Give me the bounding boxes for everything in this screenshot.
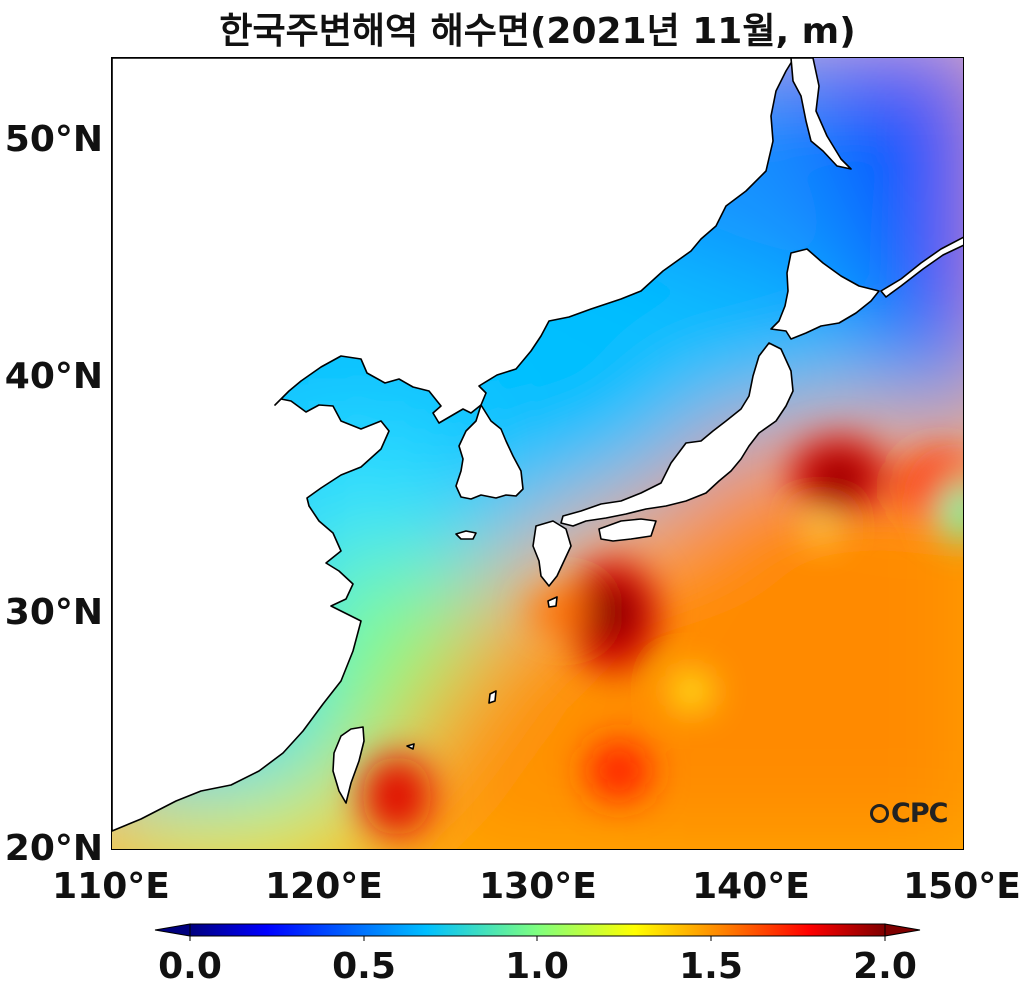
colorbar-tick-4: 2.0 — [853, 946, 917, 987]
shikoku — [598, 518, 657, 542]
map-panel — [111, 57, 964, 850]
sakhalin — [790, 58, 852, 170]
colorbar-tick-0: 0.0 — [158, 946, 222, 987]
lat-tick-50: 50°N — [4, 119, 103, 160]
hokkaido — [770, 248, 880, 340]
colorbar-ticks — [189, 936, 886, 941]
chart-title: 한국주변해역 해수면(2021년 11월, m) — [219, 11, 856, 52]
colorbar-tick-1: 0.5 — [332, 946, 396, 987]
lat-tick-30: 30°N — [4, 592, 103, 633]
taiwan — [332, 726, 365, 804]
lon-tick-150: 150°E — [903, 866, 1021, 907]
colorbar-tick-3: 1.5 — [679, 946, 743, 987]
colorbar-extend-low — [154, 923, 191, 937]
lon-tick-140: 140°E — [692, 866, 810, 907]
honshu — [560, 342, 794, 527]
ssh-extremes — [362, 438, 963, 836]
lon-tick-130: 130°E — [479, 866, 597, 907]
land-masses — [112, 58, 963, 832]
lat-tick-20: 20°N — [4, 828, 103, 869]
logo-o-icon — [870, 804, 889, 823]
logo-text: CPC — [891, 798, 948, 829]
ocpc-logo: CPC — [870, 798, 948, 829]
small-island-3 — [547, 596, 558, 608]
asia-mainland — [112, 58, 795, 832]
colorbar-tick-2: 1.0 — [505, 946, 569, 987]
colorbar-gradient — [189, 923, 886, 937]
kyushu — [532, 520, 572, 587]
korea-peninsula — [455, 404, 524, 500]
sea-level-map — [112, 58, 963, 849]
lon-tick-110: 110°E — [52, 866, 170, 907]
jeju-island — [455, 530, 477, 540]
small-island-2 — [406, 743, 415, 750]
kuril-chain — [880, 236, 963, 298]
lon-tick-120: 120°E — [265, 866, 383, 907]
lat-tick-40: 40°N — [4, 356, 103, 397]
colorbar — [154, 923, 921, 941]
small-island-1 — [488, 690, 497, 704]
colorbar-extend-high — [884, 923, 921, 937]
